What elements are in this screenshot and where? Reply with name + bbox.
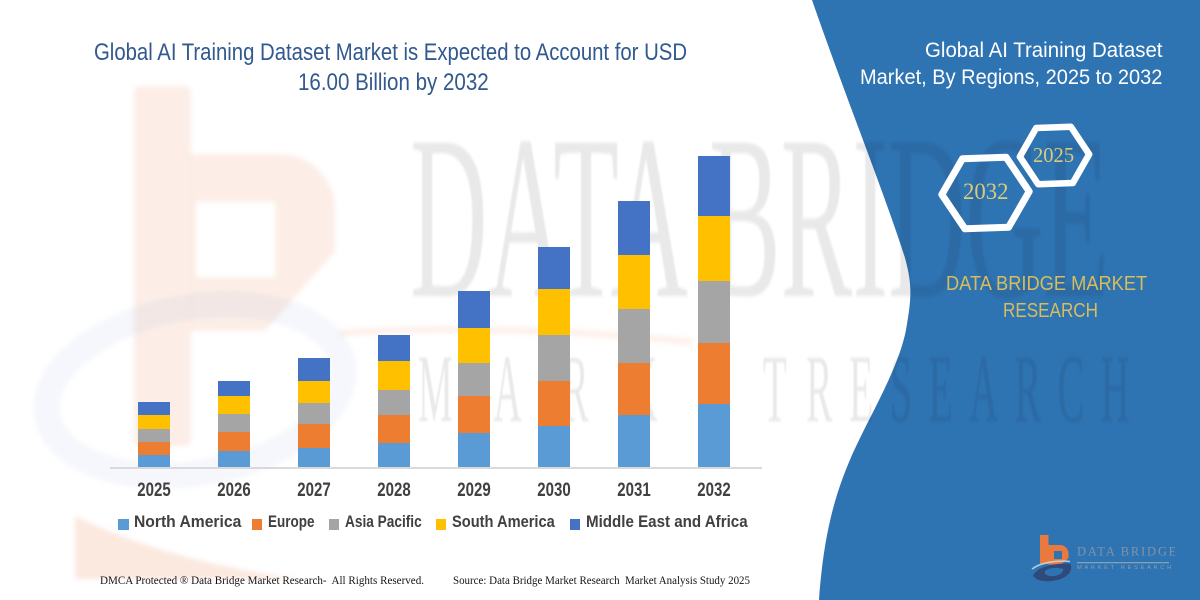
svg-text:MARKET RESEARCH: MARKET RESEARCH bbox=[1077, 565, 1174, 571]
svg-text:DATA BRIDGE: DATA BRIDGE bbox=[1077, 545, 1175, 559]
